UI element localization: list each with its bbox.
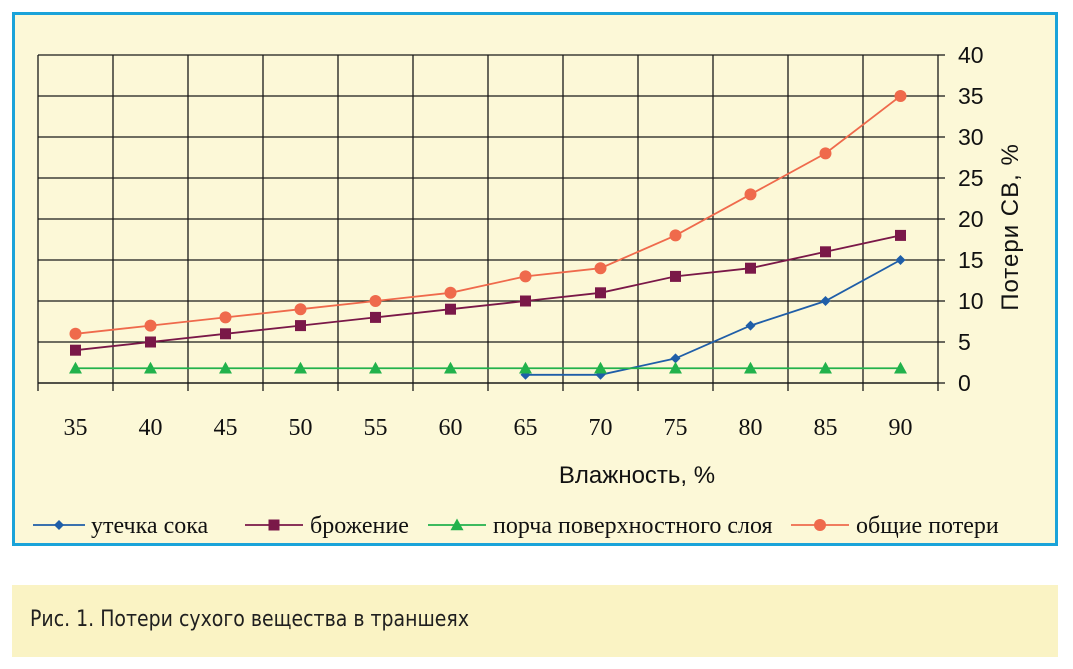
- x-tick-label: 45: [214, 415, 238, 441]
- series-4-point: [894, 90, 907, 102]
- series-1-line: [525, 259, 901, 376]
- series-4-point: [144, 319, 157, 332]
- series-2-point: [745, 262, 756, 274]
- series-1-point: [670, 353, 681, 364]
- legend-marker: [814, 519, 826, 531]
- series-4-point: [519, 270, 532, 283]
- series-4-point: [444, 286, 457, 299]
- x-tick-label: 80: [739, 415, 763, 441]
- series-4-point: [369, 295, 382, 307]
- series-4: [69, 90, 907, 340]
- y-tick-label: 0: [958, 370, 971, 396]
- series-3-point: [444, 361, 457, 374]
- legend-item-1: утечка сока: [33, 513, 209, 539]
- series-3-point: [144, 361, 157, 374]
- series-3: [69, 361, 907, 374]
- series-4-point: [819, 147, 832, 160]
- y-tick-label: 40: [958, 42, 984, 68]
- series-3-point: [294, 361, 307, 374]
- series-3-point: [369, 361, 382, 374]
- x-tick-label: 50: [289, 415, 313, 441]
- legend-label: общие потери: [856, 513, 999, 539]
- series-1-point: [820, 296, 831, 306]
- series-3-point: [519, 361, 532, 374]
- legend-marker: [268, 519, 280, 531]
- series-2-point: [70, 344, 81, 356]
- series-2-point: [295, 320, 306, 332]
- series-3-point: [894, 361, 907, 374]
- series-3-point: [219, 361, 232, 374]
- series-3-point: [69, 361, 82, 374]
- series-2-point: [595, 287, 606, 299]
- series-2-point: [520, 295, 531, 307]
- series-2-point: [445, 303, 456, 315]
- legend-label: брожение: [310, 513, 409, 539]
- tick-labels: 35 40 45 50 55 60 65 70 75 80 85 90 0 5 10 15 20 25 30 35 40: [64, 42, 984, 441]
- series-2: [70, 229, 906, 356]
- x-tick-label: 85: [814, 415, 838, 441]
- series-4-point: [294, 303, 307, 316]
- x-tick-label: 40: [139, 415, 163, 441]
- y-tick-label: 20: [958, 206, 984, 232]
- series-1-point: [745, 320, 756, 331]
- series-2-point: [895, 229, 906, 241]
- x-axis-title: Влажность, %: [559, 462, 715, 489]
- grid: [37, 54, 945, 391]
- x-tick-label: 60: [439, 415, 463, 441]
- y-tick-label: 35: [958, 83, 984, 109]
- series-1-point: [895, 255, 906, 265]
- legend: утечка сока брожение порча поверхностного …: [33, 513, 999, 539]
- y-tick-label: 15: [958, 247, 984, 273]
- legend-item-3: порча поверхностного слоя: [428, 513, 773, 539]
- x-tick-label: 90: [889, 415, 913, 441]
- x-tick-label: 70: [589, 415, 613, 441]
- series-3-point: [669, 361, 682, 374]
- figure-caption: Рис. 1. Потери сухого вещества в траншея…: [30, 607, 470, 632]
- series-2-point: [820, 246, 831, 258]
- legend-item-2: брожение: [245, 513, 409, 539]
- series-3-point: [819, 361, 832, 374]
- chart-frame: 35 40 45 50 55 60 65 70 75 80 85 90 0 5 10 15 20 25 30 35 40…: [12, 12, 1058, 546]
- series-4-point: [744, 188, 757, 201]
- legend-marker: [54, 520, 64, 530]
- legend-marker: [450, 518, 464, 531]
- series-4-point: [69, 327, 82, 340]
- series-4-point: [669, 229, 682, 242]
- series-3-point: [594, 361, 607, 374]
- x-tick-label: 35: [64, 415, 88, 441]
- y-tick-label: 30: [958, 124, 984, 150]
- series-2-point: [145, 336, 156, 348]
- series-2-point: [670, 270, 681, 282]
- series-3-point: [744, 361, 757, 374]
- legend-label: утечка сока: [91, 513, 209, 539]
- series-layer: [69, 90, 907, 380]
- legend-item-4: общие потери: [791, 513, 999, 539]
- series-4-point: [594, 262, 607, 275]
- line-chart: 35 40 45 50 55 60 65 70 75 80 85 90 0 5 10 15 20 25 30 35 40…: [33, 42, 1024, 539]
- series-2-point: [370, 311, 381, 323]
- series-4-point: [219, 311, 232, 324]
- x-tick-label: 55: [364, 415, 388, 441]
- y-tick-label: 10: [958, 288, 984, 314]
- x-tick-label: 65: [514, 415, 538, 441]
- series-2-line: [75, 234, 901, 352]
- series-2-point: [220, 328, 231, 340]
- figure-caption-box: Рис. 1. Потери сухого вещества в траншея…: [12, 585, 1058, 657]
- series-4-line: [75, 95, 902, 335]
- y-axis-title: Потери СВ, %: [997, 143, 1024, 311]
- legend-label: порча поверхностного слоя: [493, 513, 773, 539]
- y-tick-label: 25: [958, 165, 984, 191]
- y-tick-label: 5: [958, 329, 971, 355]
- x-tick-label: 75: [664, 415, 688, 441]
